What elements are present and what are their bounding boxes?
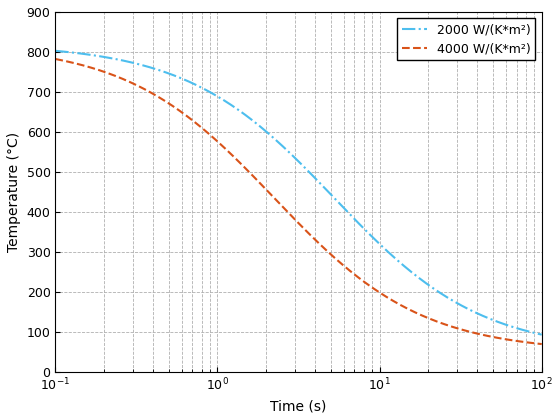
4000 W/(K*m²) [276, 200, 282, 205]
4000 W/(K*m²) [52, 56, 59, 61]
2000 W/(K*m²) [524, 329, 531, 334]
2000 W/(K*m²) [288, 152, 295, 158]
4000 W/(K*m²) [538, 341, 545, 346]
X-axis label: Time (s): Time (s) [270, 399, 326, 413]
2000 W/(K*m²) [538, 332, 545, 337]
4000 W/(K*m²) [288, 214, 295, 219]
2000 W/(K*m²) [52, 48, 59, 53]
Y-axis label: Temperature (°C): Temperature (°C) [7, 132, 21, 252]
Line: 4000 W/(K*m²): 4000 W/(K*m²) [55, 59, 542, 344]
4000 W/(K*m²) [77, 62, 83, 67]
2000 W/(K*m²) [524, 328, 531, 333]
Legend: 2000 W/(K*m²), 4000 W/(K*m²): 2000 W/(K*m²), 4000 W/(K*m²) [396, 18, 535, 60]
4000 W/(K*m²) [524, 340, 531, 345]
2000 W/(K*m²) [435, 289, 442, 294]
Line: 2000 W/(K*m²): 2000 W/(K*m²) [55, 51, 542, 335]
2000 W/(K*m²) [276, 140, 282, 145]
2000 W/(K*m²) [77, 51, 83, 56]
4000 W/(K*m²) [524, 340, 531, 345]
4000 W/(K*m²) [435, 320, 442, 325]
